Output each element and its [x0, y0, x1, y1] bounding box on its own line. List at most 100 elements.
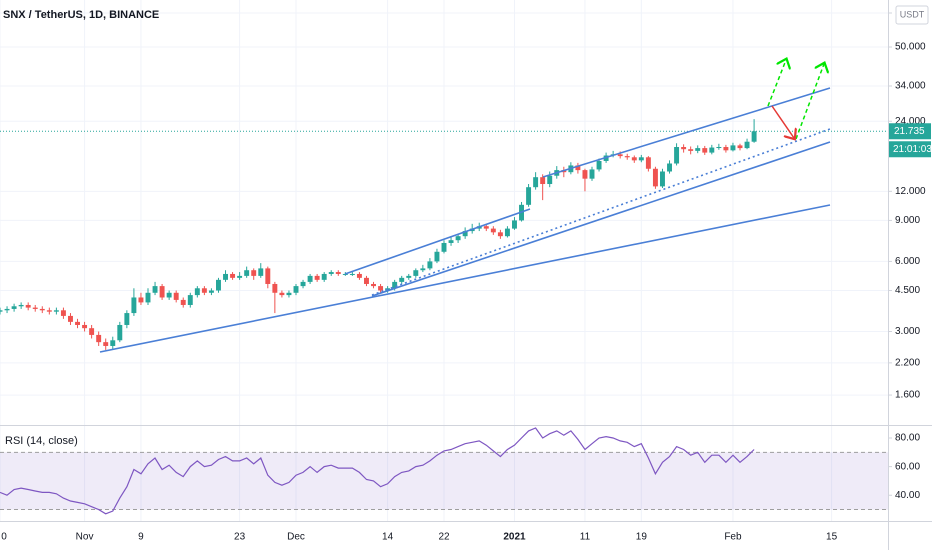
candle-body [117, 324, 123, 341]
candle-body [681, 147, 687, 150]
candle-body [547, 175, 553, 185]
x-tick-label: Dec [287, 532, 305, 543]
candle-body [293, 286, 299, 293]
candle-body [307, 275, 313, 282]
rsi-title: RSI (14, close) [5, 435, 78, 447]
trend-lines [99, 87, 831, 353]
candle-body [286, 292, 292, 296]
arrow [767, 60, 786, 107]
candle-body [75, 321, 80, 325]
last-price-label: 21.735 [894, 126, 925, 137]
x-tick-label: 0 [1, 532, 7, 543]
candle-body [695, 148, 701, 151]
candle-body [512, 220, 517, 229]
candle-body [406, 275, 412, 278]
x-tick-label: Feb [724, 532, 742, 543]
candle-body [110, 340, 116, 346]
candle-body [378, 286, 384, 291]
candle-body [434, 251, 440, 262]
x-tick-label: 15 [826, 532, 838, 543]
candle-body [145, 292, 151, 303]
y-tick-label: 34.000 [895, 81, 926, 92]
candle-body [575, 165, 581, 171]
trend-line [99, 204, 831, 353]
candle-body [32, 307, 38, 309]
candle-body [187, 295, 193, 305]
candle-body [68, 315, 73, 322]
candle-body [667, 163, 672, 172]
candle-body [349, 273, 355, 275]
candle-body [413, 270, 419, 276]
x-tick-label: 19 [636, 532, 648, 543]
candle-body [131, 297, 137, 314]
candle-body [455, 236, 461, 241]
candle-body [617, 154, 623, 157]
candle-body [89, 328, 95, 335]
rsi-band [0, 452, 888, 510]
candle-body [744, 141, 750, 149]
candle-body [420, 268, 426, 271]
candle-body [504, 228, 510, 237]
y-tick-label: 50.000 [895, 42, 926, 53]
y-tick-label: 2.200 [895, 358, 920, 369]
candle-body [159, 286, 165, 298]
candle-body [258, 268, 264, 276]
candle-body [589, 169, 595, 179]
candle-body [674, 147, 680, 164]
candle-body [230, 273, 236, 278]
candle-body [251, 270, 257, 276]
candle-body [328, 272, 334, 274]
x-tick-label: 23 [234, 532, 246, 543]
candle-body [60, 310, 66, 316]
candle-body [53, 310, 59, 312]
candle-body [321, 273, 327, 280]
candle-body [152, 286, 158, 293]
rsi-line [0, 427, 755, 515]
candle-body [483, 226, 489, 229]
rsi-tick-label: 60.00 [895, 461, 920, 472]
candle-body [737, 145, 743, 149]
unit-badge[interactable] [895, 5, 929, 25]
candle-body [82, 324, 88, 329]
candle-body [173, 292, 179, 300]
candle-body [201, 288, 207, 293]
candle-body [716, 147, 722, 149]
candle-body [216, 279, 221, 291]
candle-body [497, 232, 503, 237]
candle-body [300, 281, 306, 287]
candle-body [265, 268, 271, 284]
trend-line [371, 128, 831, 296]
x-tick-label: 22 [438, 532, 450, 543]
x-tick-label: 2021 [503, 532, 526, 543]
candle-body [237, 275, 243, 278]
candle-body [631, 157, 637, 161]
arrow [771, 105, 794, 138]
candle-body [180, 299, 186, 305]
candle-body [427, 261, 433, 269]
y-tick-label: 24.000 [895, 116, 926, 127]
candle-body [526, 187, 532, 205]
candle-body [709, 147, 715, 153]
x-tick-label: Nov [76, 532, 94, 543]
y-tick-label: 9.000 [895, 215, 920, 226]
candle-body [25, 304, 31, 308]
candle-body [166, 292, 172, 298]
y-tick-label: 6.000 [895, 256, 920, 267]
unit-label: USDT [900, 9, 925, 19]
candle-body [441, 242, 447, 252]
candle-body [4, 308, 10, 311]
countdown-label: 21:01:03 [893, 144, 932, 155]
rsi-tick-label: 80.00 [895, 433, 920, 444]
candle-body [688, 149, 694, 151]
candle-body [730, 145, 736, 151]
candle-body [314, 275, 320, 280]
countdown-badge [889, 141, 931, 158]
candle-body [96, 334, 102, 343]
candle-body [638, 157, 644, 161]
candle-body [18, 304, 24, 307]
candle-body [39, 308, 45, 311]
trend-line [371, 141, 831, 297]
candle-body [645, 157, 651, 169]
x-tick-label: 14 [382, 532, 394, 543]
